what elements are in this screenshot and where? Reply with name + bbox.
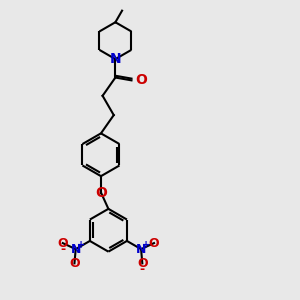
Text: O: O xyxy=(58,237,68,250)
Text: -: - xyxy=(60,242,65,256)
Text: O: O xyxy=(137,257,148,270)
Text: O: O xyxy=(149,237,159,250)
Text: O: O xyxy=(69,257,80,270)
Text: N: N xyxy=(70,243,81,256)
Text: N: N xyxy=(110,52,121,66)
Text: O: O xyxy=(95,185,107,200)
Text: O: O xyxy=(135,74,147,87)
Text: +: + xyxy=(77,240,85,250)
Text: +: + xyxy=(142,240,150,250)
Text: -: - xyxy=(140,263,145,276)
Text: N: N xyxy=(136,243,146,256)
